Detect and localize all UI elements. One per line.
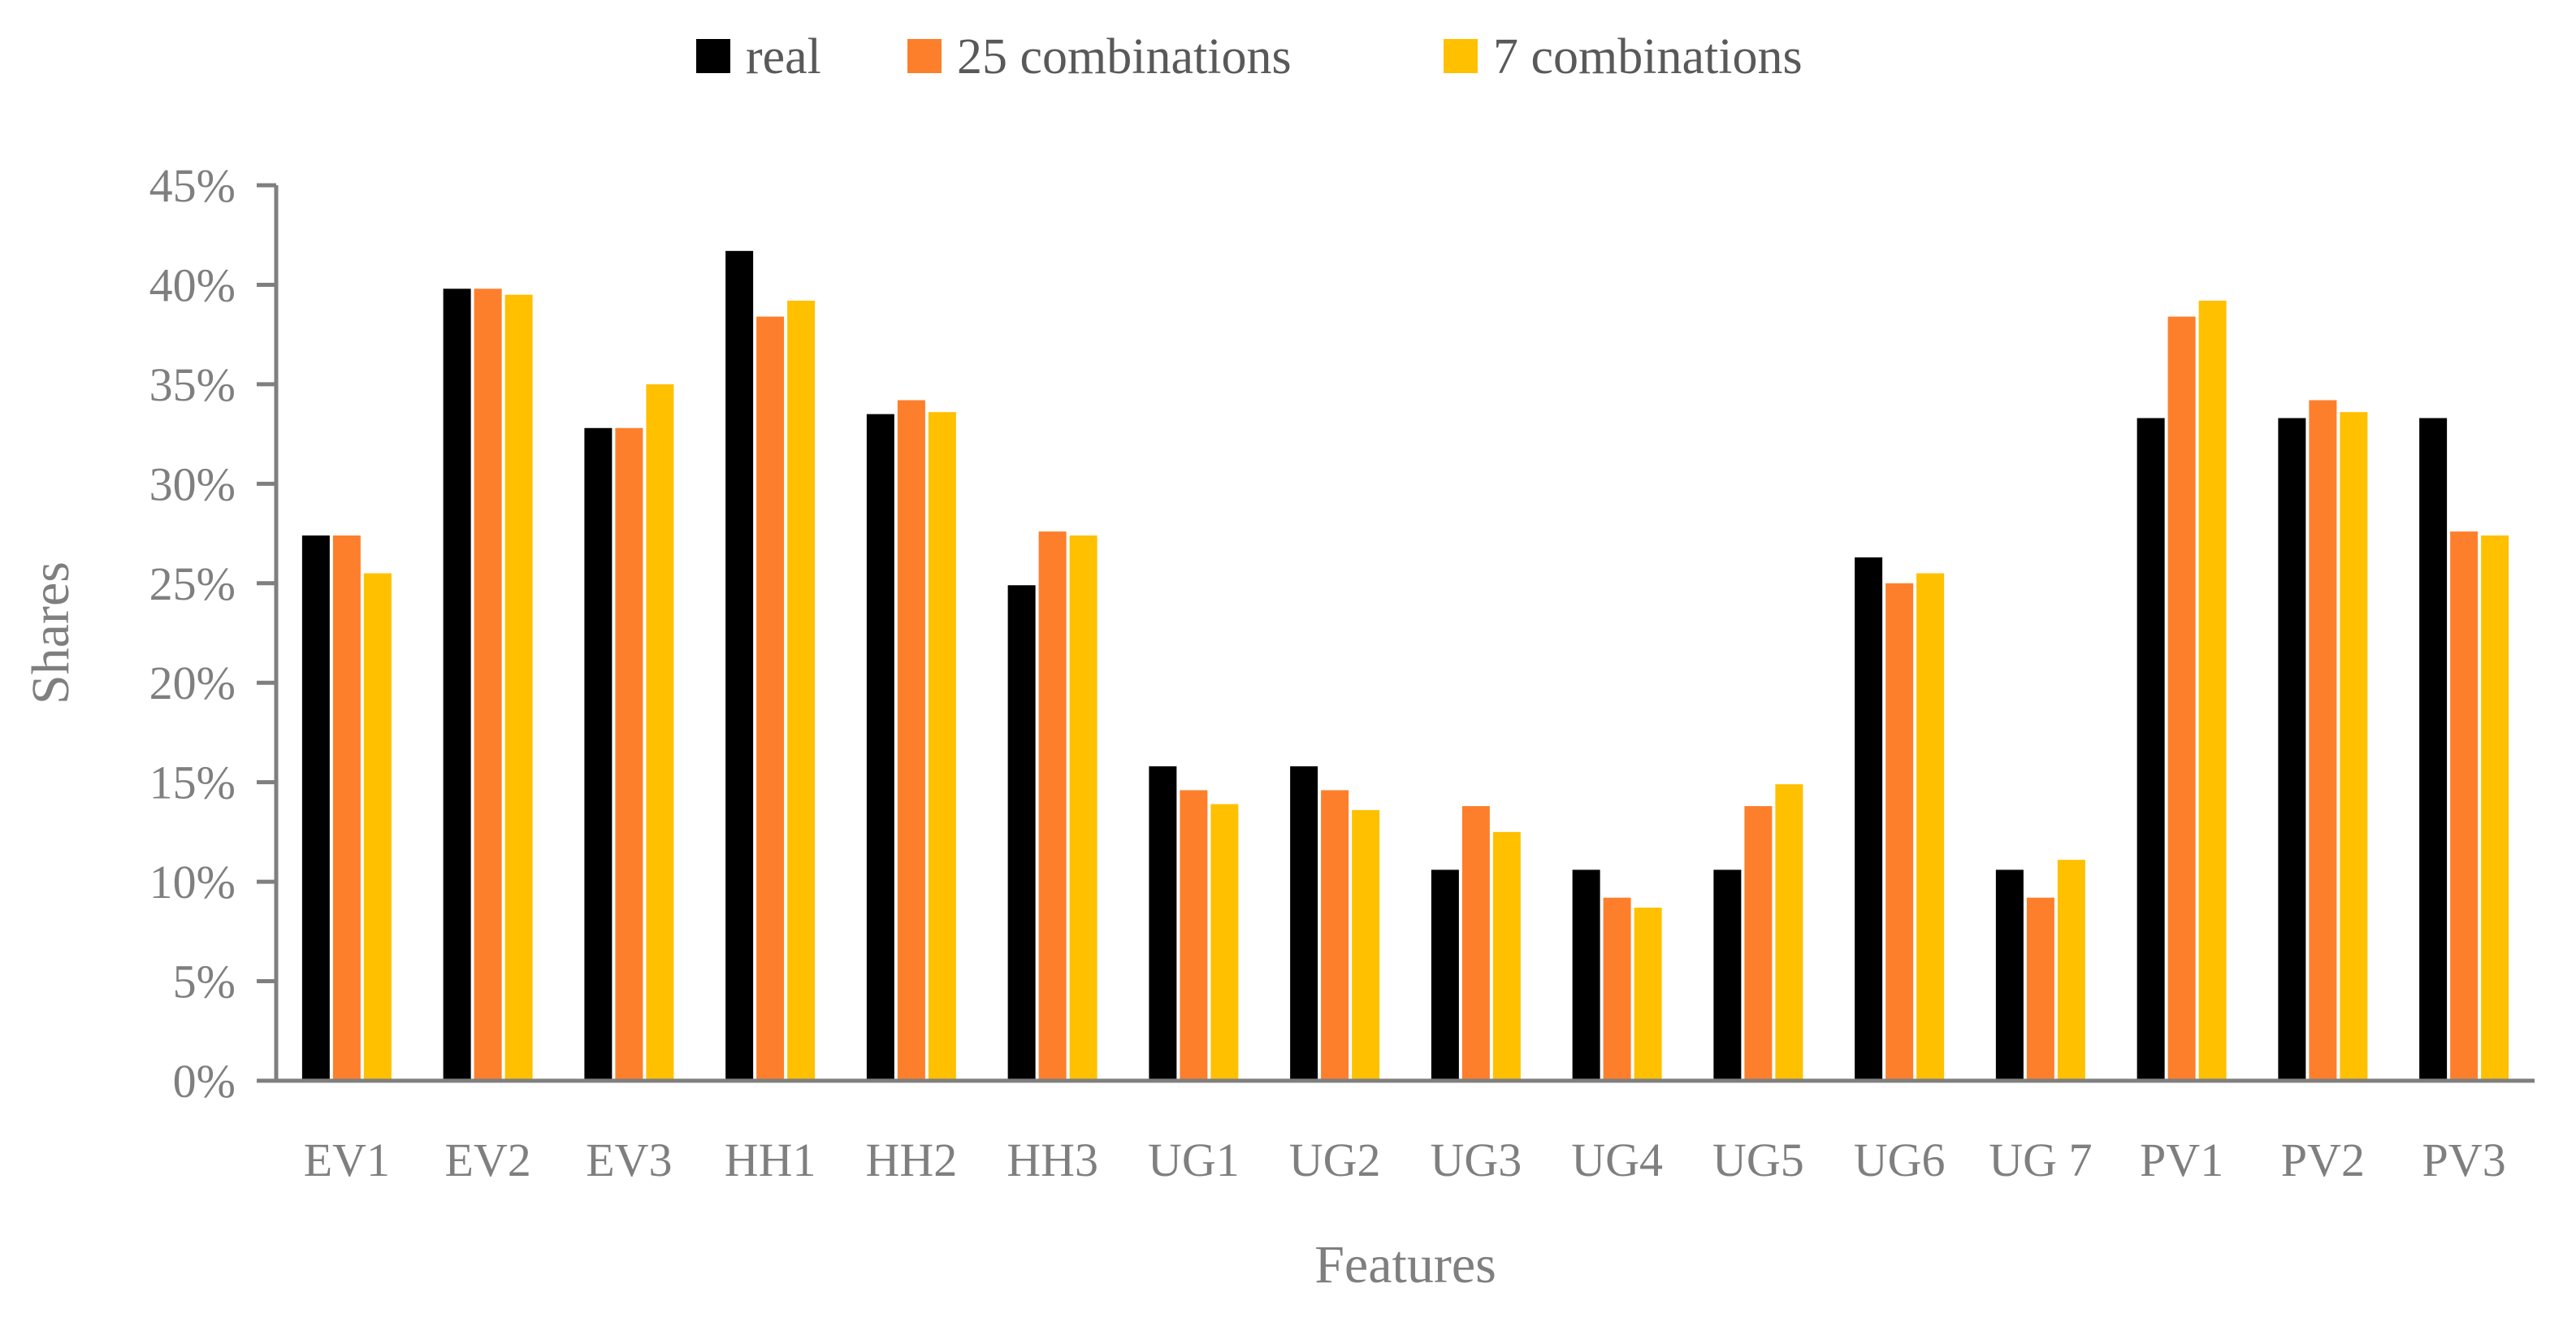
bar-25-combinations-ug3	[1461, 806, 1490, 1081]
legend-label: 7 combinations	[1493, 29, 1803, 85]
bar-7-combinations-ug1	[1210, 804, 1239, 1081]
bar-25-combinations-ug6	[1885, 583, 1914, 1081]
bar-7-combinations-pv2	[2340, 412, 2368, 1081]
legend-swatch-25-combinations	[907, 39, 942, 73]
bar-7-combinations-ev2	[504, 294, 533, 1081]
x-tick-label: UG4	[1571, 1134, 1663, 1186]
bar-25-combinations-pv1	[2167, 316, 2196, 1081]
legend: real 25 combinations 7 combinations	[696, 29, 1803, 85]
legend-label: real	[746, 29, 821, 85]
bar-real-ug2	[1290, 766, 1318, 1081]
x-tick-label: UG6	[1854, 1134, 1946, 1186]
y-tick-label: 45%	[149, 159, 236, 212]
legend-swatch-7-combinations	[1444, 39, 1478, 73]
bar-real-ug5	[1713, 869, 1742, 1081]
bar-7-combinations-ug3	[1492, 831, 1521, 1081]
bar-real-ug3	[1431, 869, 1459, 1081]
bar-7-combinations-ug7	[2057, 860, 2085, 1081]
x-tick-label: HH1	[725, 1134, 816, 1186]
y-tick-label: 40%	[149, 258, 236, 311]
x-tick-label: EV3	[586, 1134, 672, 1186]
y-axis-ticks: 0% 5% 10% 15% 20% 25% 30% 35% 40% 45%	[149, 159, 276, 1108]
bar-7-combinations-hh3	[1069, 535, 1098, 1081]
x-axis-title: Features	[1314, 1235, 1496, 1294]
bar-real-hh1	[725, 250, 754, 1081]
y-axis-title: Shares	[21, 561, 80, 705]
y-tick-label: 15%	[149, 757, 236, 809]
bar-7-combinations-ug2	[1352, 809, 1380, 1081]
bar-25-combinations-ev2	[474, 288, 502, 1081]
y-tick-label: 35%	[149, 358, 236, 411]
x-tick-label: UG1	[1148, 1134, 1240, 1186]
x-tick-label: UG 7	[1989, 1134, 2092, 1186]
y-tick-label: 25%	[149, 557, 236, 610]
bars	[301, 250, 2509, 1082]
bar-real-pv1	[2137, 418, 2165, 1081]
bar-real-ev3	[584, 427, 613, 1081]
y-tick-label: 10%	[149, 856, 236, 908]
y-tick-label: 0%	[173, 1055, 236, 1108]
bar-25-combinations-pv3	[2450, 531, 2479, 1081]
bar-7-combinations-ug6	[1916, 573, 1945, 1081]
bar-7-combinations-ug5	[1775, 784, 1803, 1081]
bar-25-combinations-hh1	[756, 316, 785, 1081]
bar-real-ug4	[1572, 869, 1600, 1081]
bar-real-hh2	[866, 414, 894, 1082]
bar-25-combinations-hh2	[897, 400, 925, 1082]
bar-real-ug1	[1149, 766, 1177, 1081]
bar-7-combinations-hh2	[928, 412, 956, 1081]
bar-7-combinations-pv1	[2198, 301, 2227, 1082]
x-tick-label: PV3	[2422, 1134, 2506, 1186]
bar-real-ev1	[301, 535, 330, 1081]
bar-real-ug6	[1855, 557, 1883, 1081]
y-tick-label: 30%	[149, 457, 236, 510]
bar-25-combinations-ug5	[1744, 806, 1773, 1081]
bar-real-pv2	[2278, 418, 2306, 1081]
x-tick-label: HH2	[865, 1134, 957, 1186]
x-tick-label: HH3	[1007, 1134, 1098, 1186]
x-tick-label: PV2	[2281, 1134, 2365, 1186]
bar-7-combinations-pv3	[2481, 535, 2509, 1081]
bar-real-ug7	[1995, 869, 2024, 1081]
bar-25-combinations-hh3	[1038, 531, 1067, 1081]
bar-25-combinations-ev1	[332, 535, 361, 1081]
bar-7-combinations-ug4	[1634, 907, 1662, 1081]
bar-25-combinations-ug7	[2026, 897, 2054, 1081]
bar-25-combinations-ug4	[1603, 897, 1631, 1081]
bar-real-ev2	[443, 288, 471, 1081]
bar-7-combinations-hh1	[787, 301, 816, 1082]
bar-25-combinations-ev3	[615, 427, 643, 1081]
x-tick-label: UG2	[1289, 1134, 1381, 1186]
bar-real-hh3	[1007, 585, 1036, 1081]
bar-7-combinations-ev1	[363, 573, 392, 1081]
x-tick-label: UG3	[1430, 1134, 1522, 1186]
bar-real-pv3	[2419, 418, 2448, 1081]
y-tick-label: 20%	[149, 657, 236, 709]
legend-label: 25 combinations	[957, 29, 1292, 85]
bar-25-combinations-pv2	[2309, 400, 2337, 1082]
bar-25-combinations-ug2	[1321, 790, 1349, 1081]
x-axis-ticks: EV1 EV2 EV3 HH1 HH2 HH3 UG1 UG2 UG3 UG4 UG5 UG6 UG 7…	[304, 1134, 2506, 1186]
legend-swatch-real	[696, 39, 730, 73]
bar-25-combinations-ug1	[1180, 790, 1208, 1081]
bar-7-combinations-ev3	[646, 384, 674, 1081]
x-tick-label: PV1	[2140, 1134, 2223, 1186]
x-tick-label: UG5	[1712, 1134, 1804, 1186]
x-tick-label: EV1	[304, 1134, 390, 1186]
y-tick-label: 5%	[173, 956, 236, 1008]
x-tick-label: EV2	[444, 1134, 530, 1186]
